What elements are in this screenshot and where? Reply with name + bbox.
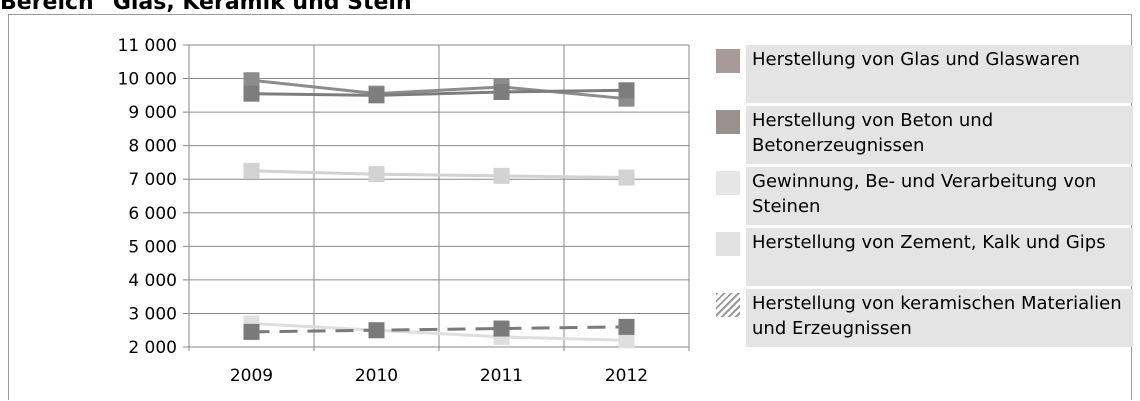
- y-tick-label: 5 000: [128, 237, 177, 257]
- chart-container: 2 000 3 000 4 000 5 000 6 000 7 000 8 000 9 000…: [8, 14, 1133, 400]
- x-tick-label: 2010: [355, 366, 398, 386]
- legend-swatch: [716, 110, 740, 134]
- series-line: [251, 78, 627, 101]
- line-chart: 2 000 3 000 4 000 5 000 6 000 7 000 8 000 9 000…: [118, 36, 690, 386]
- y-tick-label: 11 000: [118, 36, 177, 56]
- data-point: [368, 87, 385, 104]
- legend-swatch: [716, 171, 740, 195]
- data-point: [618, 318, 635, 335]
- legend-item: Gewinnung, Be- und Verarbeitung von Stei…: [716, 167, 1133, 225]
- legend-label: Herstellung von Beton und Betonerzeugnis…: [746, 106, 1133, 164]
- legend-swatch: [716, 232, 740, 256]
- data-point: [368, 166, 385, 183]
- legend-label: Herstellung von Zement, Kalk und Gips: [746, 228, 1133, 286]
- series-line: [251, 169, 627, 180]
- data-point: [493, 320, 510, 337]
- y-tick-label: 4 000: [128, 271, 177, 291]
- data-point: [618, 332, 635, 349]
- data-point: [618, 169, 635, 186]
- data-point: [493, 83, 510, 100]
- x-tick-label: 2012: [605, 366, 648, 386]
- page-title: Bereich "Glas, Keramik und Stein": [0, 0, 424, 15]
- legend-label: Gewinnung, Be- und Verarbeitung von Stei…: [746, 167, 1133, 225]
- y-tick-label: 8 000: [128, 137, 177, 157]
- data-point: [493, 167, 510, 184]
- data-point: [368, 322, 385, 339]
- y-tick-label: 10 000: [118, 70, 177, 90]
- legend-item: Herstellung von Zement, Kalk und Gips: [716, 228, 1133, 286]
- data-point: [618, 82, 635, 99]
- series-line: [251, 322, 627, 342]
- legend-swatch: [716, 49, 740, 73]
- legend-item: Herstellung von Beton und Betonerzeugnis…: [716, 106, 1133, 164]
- legend-label: Herstellung von Glas und Glaswaren: [746, 45, 1133, 103]
- series-line: [251, 325, 627, 334]
- legend-label: Herstellung von keramischen Materialien …: [746, 289, 1133, 347]
- x-tick-label: 2011: [480, 366, 523, 386]
- x-tick-label: 2009: [230, 366, 273, 386]
- y-tick-label: 9 000: [128, 103, 177, 123]
- data-point: [243, 323, 260, 340]
- y-tick-label: 7 000: [128, 170, 177, 190]
- legend-item: Herstellung von keramischen Materialien …: [716, 289, 1133, 347]
- y-tick-label: 3 000: [128, 304, 177, 324]
- series-line: [251, 88, 627, 97]
- legend-item: Herstellung von Glas und Glaswaren: [716, 45, 1133, 103]
- data-point: [243, 72, 260, 89]
- y-tick-label: 2 000: [128, 338, 177, 358]
- y-tick-label: 6 000: [128, 204, 177, 224]
- data-point: [243, 85, 260, 102]
- legend-swatch: [716, 293, 740, 317]
- data-point: [243, 162, 260, 179]
